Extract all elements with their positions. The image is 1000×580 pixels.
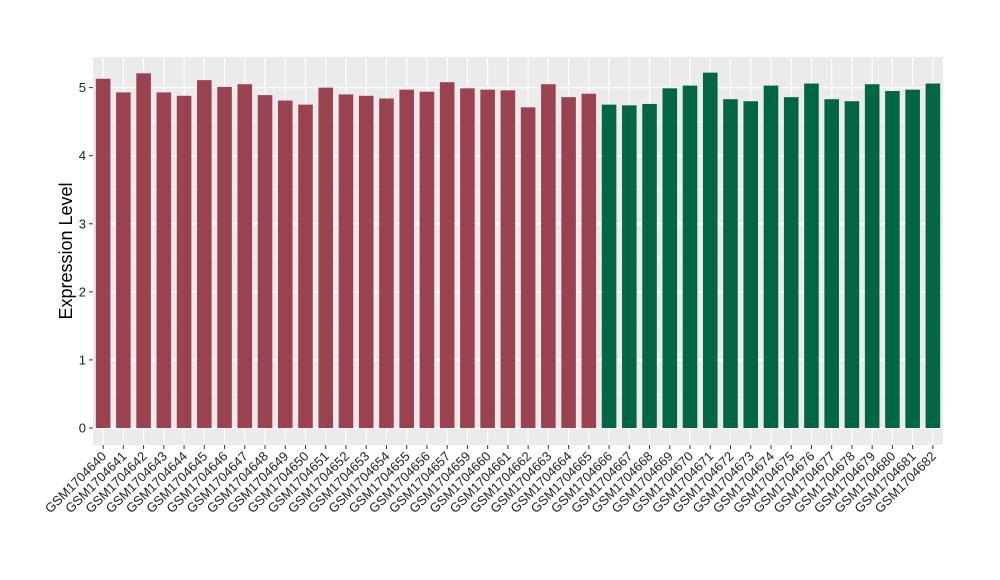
bar: [702, 72, 718, 428]
y-axis-title: Expression Level: [56, 182, 76, 319]
bar: [298, 104, 313, 428]
bar: [460, 88, 475, 428]
bar: [925, 83, 941, 428]
bar: [176, 95, 192, 428]
bar: [824, 99, 839, 428]
bar: [541, 84, 556, 428]
bar: [864, 84, 880, 428]
bar: [379, 98, 394, 428]
bars: [95, 72, 941, 428]
bar: [318, 87, 334, 428]
bar: [905, 89, 920, 428]
bar: [763, 85, 779, 428]
bar: [439, 82, 455, 428]
bar: [480, 89, 495, 428]
bar: [358, 95, 374, 428]
x-axis: GSM1704640GSM1704641GSM1704642GSM1704643…: [42, 445, 939, 516]
bar: [257, 95, 273, 428]
bar: [136, 73, 151, 428]
y-tick-label: 1: [79, 352, 86, 367]
bar: [237, 84, 253, 428]
bar: [217, 86, 232, 428]
bar: [743, 101, 759, 428]
y-tick-label: 4: [79, 148, 86, 163]
y-tick-label: 3: [79, 216, 86, 231]
bar: [783, 97, 799, 428]
y-tick-label: 2: [79, 284, 86, 299]
bar: [844, 101, 860, 428]
bar: [500, 90, 516, 428]
bar: [885, 91, 900, 428]
y-axis: 0 1 2 3 4 5: [79, 80, 93, 435]
bar: [581, 93, 597, 428]
bar: [338, 94, 354, 428]
bar: [399, 89, 414, 428]
bar: [723, 99, 738, 428]
bar: [156, 92, 172, 428]
bar: [419, 91, 435, 428]
bar: [622, 105, 637, 428]
bar: [561, 97, 576, 428]
bar: [197, 80, 212, 428]
bar: [682, 85, 698, 428]
bar: [520, 107, 536, 428]
bar: [642, 103, 657, 428]
bar: [804, 83, 819, 428]
bar: [277, 100, 293, 428]
bar: [116, 92, 131, 428]
y-tick-label: 0: [79, 420, 86, 435]
y-tick-label: 5: [79, 80, 86, 95]
bar: [601, 104, 617, 428]
bar: [662, 88, 678, 428]
bar: [95, 78, 111, 428]
